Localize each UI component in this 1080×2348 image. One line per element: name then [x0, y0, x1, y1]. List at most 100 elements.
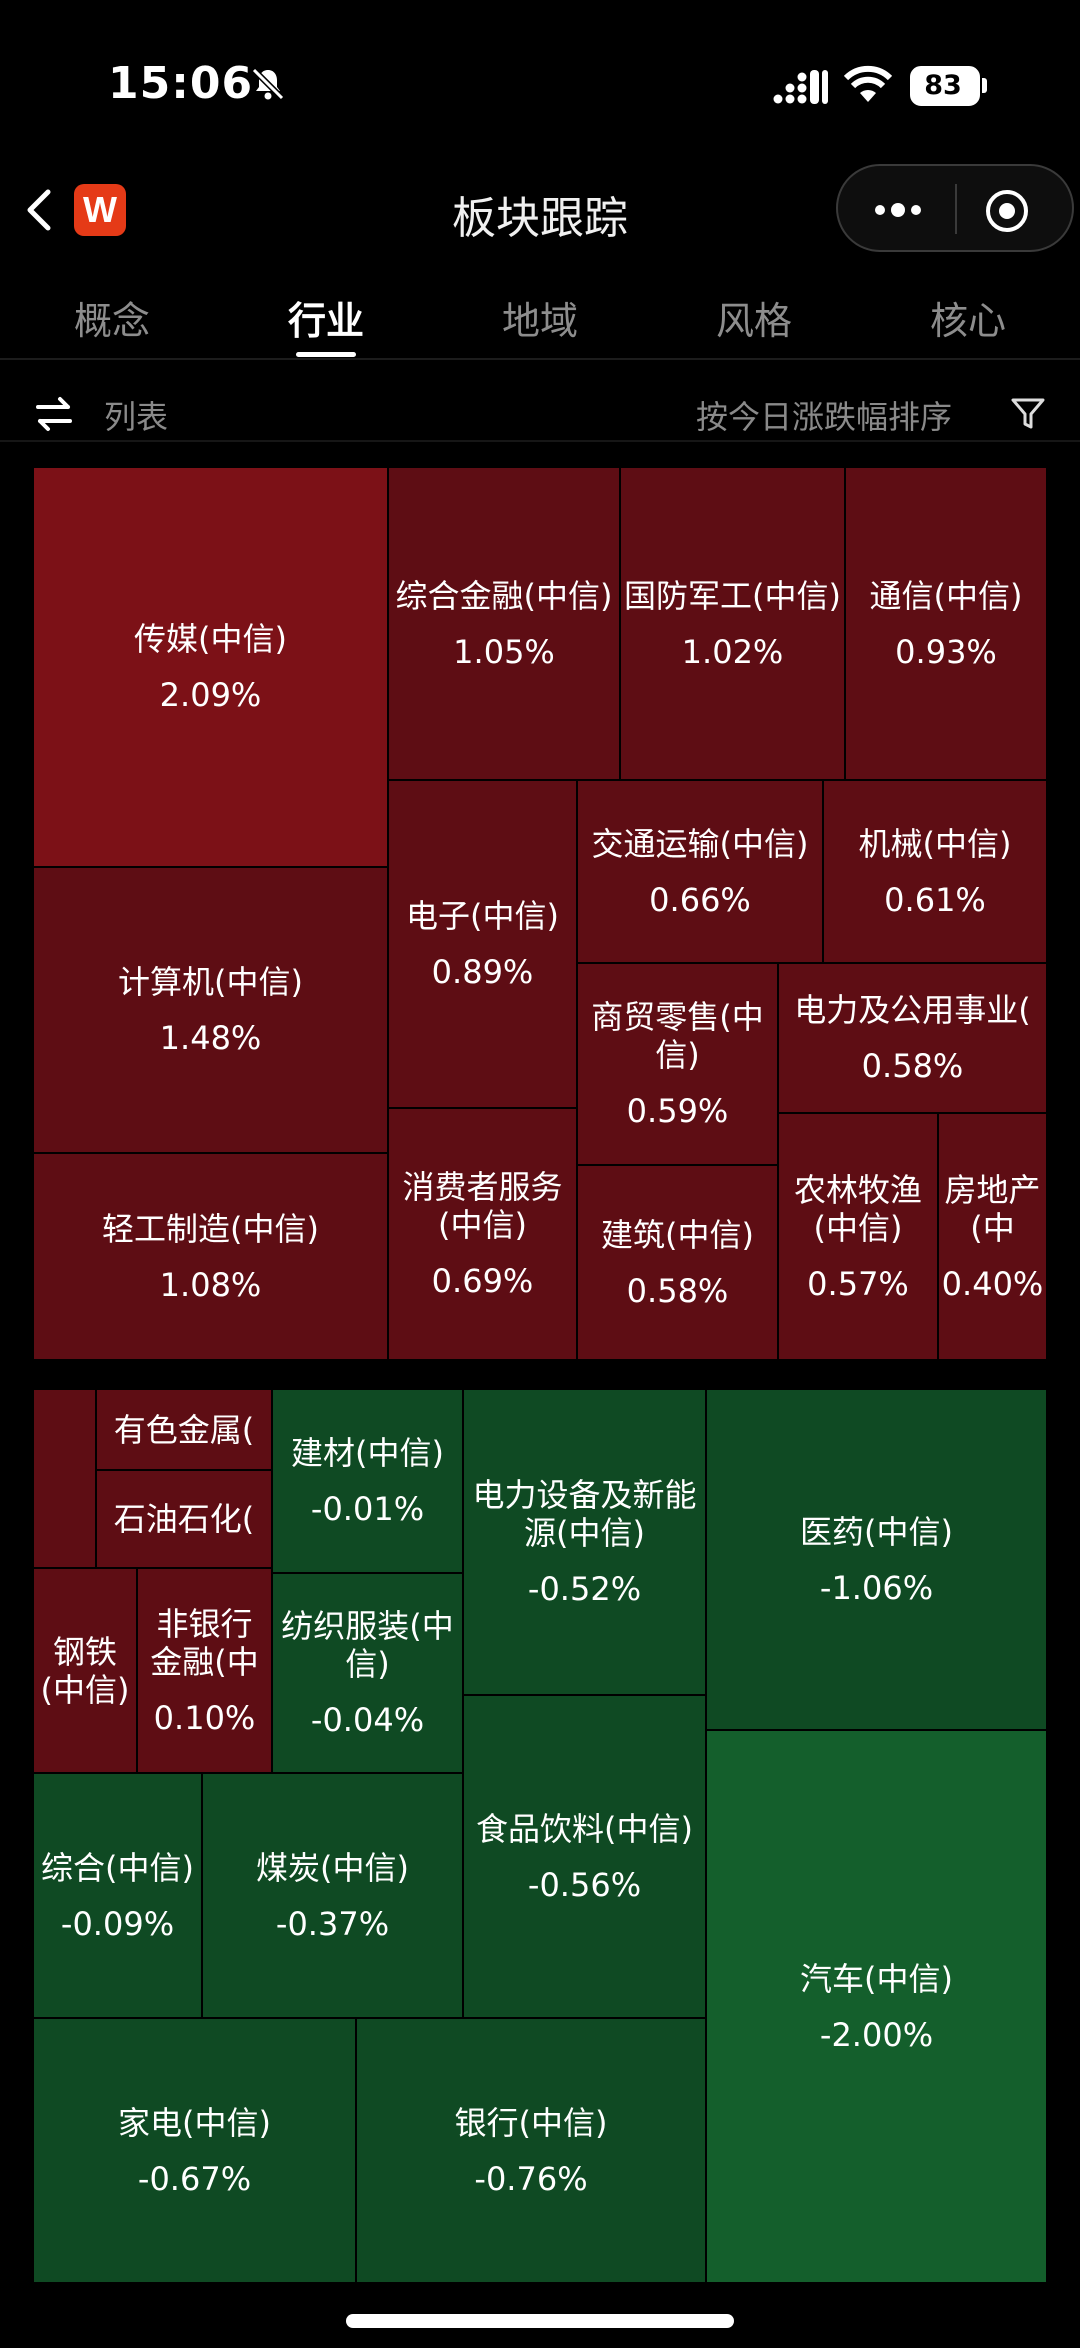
sector-name: 家电(中信) [118, 2103, 271, 2142]
sector-change: 0.89% [431, 953, 534, 991]
sector-tile-utilities[interactable]: 电力及公用事业( 0.58% [778, 963, 1047, 1113]
home-indicator [346, 2314, 734, 2328]
sector-change: -0.56% [527, 1865, 642, 1904]
sector-change: 1.05% [453, 632, 555, 671]
sector-tile-unlabeled[interactable] [33, 1389, 96, 1568]
sector-change: 0.93% [895, 632, 997, 671]
sector-name: 医药(中信) [800, 1512, 953, 1551]
sector-name: 机械(中信) [858, 824, 1012, 863]
sector-tile-consumer-services[interactable]: 消费者服务(中信) 0.69% [388, 1108, 577, 1360]
list-view-button[interactable]: 列表 [104, 398, 169, 436]
sector-name: 电子(中信) [406, 897, 559, 935]
switch-view-icon[interactable] [34, 396, 74, 432]
sector-name: 煤炭(中信) [256, 1848, 409, 1887]
sector-change: -0.01% [310, 1490, 425, 1528]
sector-name: 交通运输(中信) [591, 824, 809, 863]
sector-tile-bank[interactable]: 银行(中信) -0.76% [356, 2018, 706, 2283]
sort-button[interactable]: 按今日涨跌幅排序 [696, 398, 953, 436]
sector-tile-auto[interactable]: 汽车(中信) -2.00% [706, 1730, 1047, 2283]
sector-change: -1.06% [819, 1568, 934, 1607]
bell-muted-icon [251, 67, 285, 101]
page-title: 板块跟踪 [452, 193, 628, 244]
sector-name: 电力及公用事业( [794, 991, 1031, 1029]
sector-tile-non-bank-finance[interactable]: 非银行金融(中 0.10% [137, 1568, 272, 1773]
status-time: 15:06 [108, 58, 254, 109]
divider [0, 358, 1080, 360]
sector-name: 商贸零售(中信) [591, 998, 764, 1074]
sector-name: 建材(中信) [291, 1434, 444, 1472]
sector-tile-retail[interactable]: 商贸零售(中信) 0.59% [577, 963, 778, 1165]
sector-tile-real-estate[interactable]: 房地产(中 0.40% [938, 1113, 1047, 1360]
sector-change: 0.59% [626, 1092, 729, 1130]
sector-change: 2.09% [159, 676, 262, 714]
sector-tile-textile[interactable]: 纺织服装(中信) -0.04% [272, 1573, 463, 1773]
sector-change: 1.48% [159, 1019, 262, 1057]
sector-tile-conglomerate[interactable]: 综合(中信) -0.09% [33, 1773, 202, 2018]
tab-active-indicator [296, 352, 356, 357]
sector-name: 农林牧渔(中信) [793, 1170, 922, 1247]
sector-tile-defense[interactable]: 国防军工(中信) 1.02% [620, 467, 845, 780]
sector-tile-building-materials[interactable]: 建材(中信) -0.01% [272, 1389, 463, 1573]
sector-name: 国防军工(中信) [624, 576, 841, 615]
sector-name: 纺织服装(中信) [281, 1607, 454, 1683]
sector-change: 0.66% [649, 880, 751, 919]
sector-change: 0.57% [807, 1264, 909, 1303]
sector-change: -0.67% [137, 2159, 252, 2198]
divider [0, 440, 1080, 442]
sector-name: 消费者服务(中信) [402, 1168, 563, 1244]
battery-tip [982, 78, 987, 93]
sector-tile-steel[interactable]: 钢铁(中信) [33, 1568, 137, 1773]
sector-tile-transportation[interactable]: 交通运输(中信) 0.66% [577, 780, 823, 963]
battery-level: 83 [924, 70, 962, 101]
sector-tile-computer[interactable]: 计算机(中信) 1.48% [33, 867, 388, 1153]
sector-change: -0.52% [527, 1570, 642, 1608]
sector-change: 0.69% [431, 1262, 534, 1300]
sector-change: 0.58% [626, 1271, 729, 1310]
sector-tile-coal[interactable]: 煤炭(中信) -0.37% [202, 1773, 463, 2018]
sector-change: -0.09% [60, 1904, 175, 1943]
battery-icon [910, 66, 980, 106]
sector-name: 轻工制造(中信) [102, 1209, 319, 1248]
sector-name: 计算机(中信) [118, 963, 303, 1001]
close-mini-program-icon[interactable] [984, 188, 1030, 234]
sector-name: 食品饮料(中信) [476, 1809, 693, 1848]
tab-concept[interactable]: 概念 [73, 299, 150, 343]
sector-name: 银行(中信) [454, 2103, 608, 2142]
sector-tile-light-manufacturing[interactable]: 轻工制造(中信) 1.08% [33, 1153, 388, 1360]
capsule-divider [955, 184, 957, 234]
more-icon[interactable] [866, 190, 930, 230]
sector-tile-nonferrous-metals[interactable]: 有色金属( [96, 1389, 272, 1470]
sector-name: 建筑(中信) [601, 1215, 754, 1254]
sector-tile-comprehensive-finance[interactable]: 综合金融(中信) 1.05% [388, 467, 620, 780]
filter-icon[interactable] [1010, 396, 1046, 432]
sector-tile-food-beverage[interactable]: 食品饮料(中信) -0.56% [463, 1695, 706, 2018]
sector-tile-construction[interactable]: 建筑(中信) 0.58% [577, 1165, 778, 1360]
sector-tile-telecom[interactable]: 通信(中信) 0.93% [845, 467, 1047, 780]
sector-tile-machinery[interactable]: 机械(中信) 0.61% [823, 780, 1047, 963]
tab-style[interactable]: 风格 [715, 299, 792, 343]
wifi-icon [844, 65, 892, 102]
sector-tile-media[interactable]: 传媒(中信) 2.09% [33, 467, 388, 867]
sector-change: 1.08% [159, 1265, 262, 1304]
tab-industry[interactable]: 行业 [287, 299, 364, 343]
sector-tile-pharma[interactable]: 医药(中信) -1.06% [706, 1389, 1047, 1730]
sector-name: 有色金属( [113, 1410, 255, 1449]
tab-region[interactable]: 地域 [501, 299, 578, 343]
sector-name: 电力设备及新能源(中信) [472, 1476, 697, 1552]
sector-change: -0.37% [275, 1904, 390, 1943]
sector-change: 0.58% [861, 1047, 964, 1085]
back-icon[interactable] [22, 188, 58, 232]
sector-name: 综合金融(中信) [395, 576, 613, 615]
signal-icon [773, 70, 828, 104]
tab-core[interactable]: 核心 [929, 299, 1006, 343]
sector-tile-power-equipment[interactable]: 电力设备及新能源(中信) -0.52% [463, 1389, 706, 1695]
sector-name: 汽车(中信) [800, 1959, 953, 1998]
sector-change: 0.61% [884, 880, 986, 919]
sector-tile-electronics[interactable]: 电子(中信) 0.89% [388, 780, 577, 1108]
sector-name: 钢铁(中信) [40, 1632, 130, 1709]
sector-tile-agriculture[interactable]: 农林牧渔(中信) 0.57% [778, 1113, 938, 1360]
sector-change: -2.00% [819, 2015, 934, 2054]
sector-tile-petrochemical[interactable]: 石油石化( [96, 1470, 272, 1568]
sector-tile-home-appliances[interactable]: 家电(中信) -0.67% [33, 2018, 356, 2283]
